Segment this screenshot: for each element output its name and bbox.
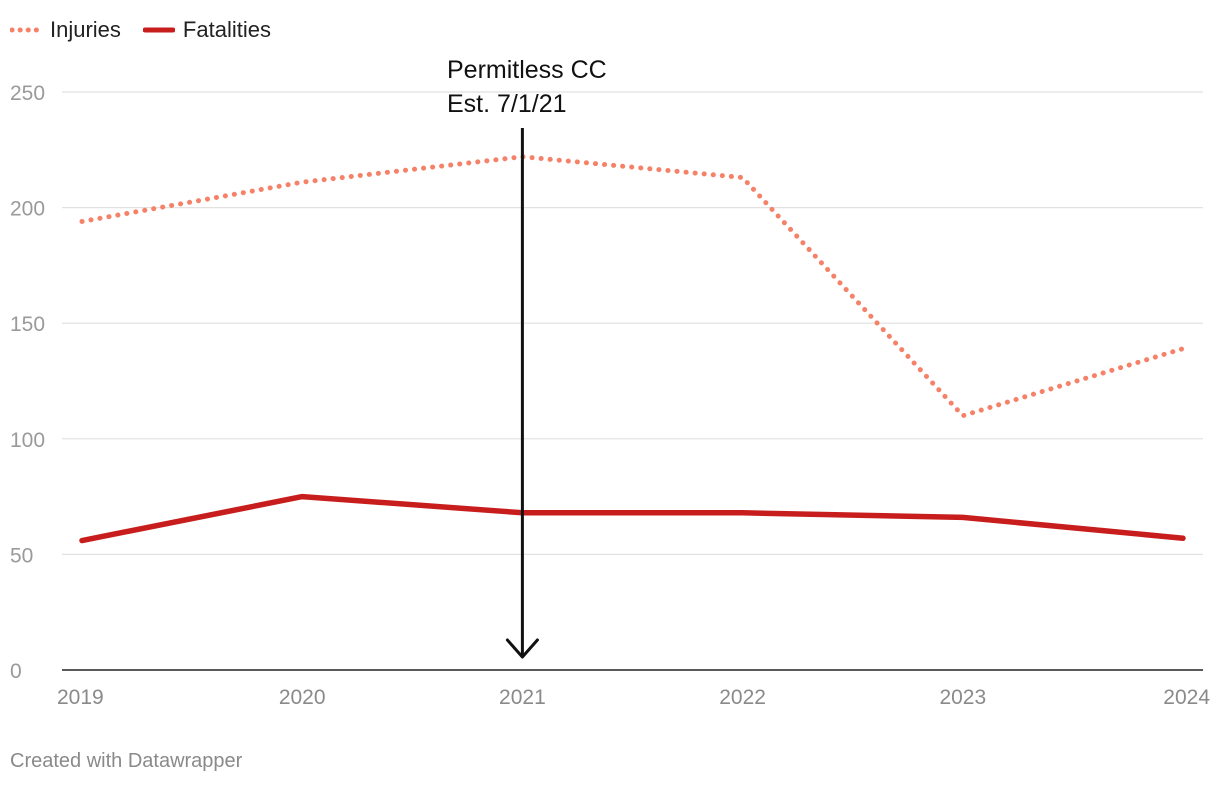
annotation: Permitless CC Est. 7/1/21 xyxy=(447,56,607,659)
legend-item-injuries[interactable]: Injuries xyxy=(10,17,121,43)
y-tick-label: 0 xyxy=(10,660,22,683)
data-point-injuries-2019[interactable] xyxy=(77,216,87,226)
y-axis-ticks: 0 50 100 150 200 250 xyxy=(10,82,45,683)
data-point-fatalities-2023[interactable] xyxy=(958,512,968,522)
annotation-line-2: Est. 7/1/21 xyxy=(447,90,567,118)
x-tick-label: 2021 xyxy=(499,686,546,709)
x-tick-label: 2019 xyxy=(57,686,104,709)
chart-legend: Injuries Fatalities xyxy=(10,14,293,46)
data-point-fatalities-2022[interactable] xyxy=(738,508,748,518)
x-tick-label: 2022 xyxy=(719,686,766,709)
data-series xyxy=(77,154,1188,546)
data-point-fatalities-2019[interactable] xyxy=(77,536,87,546)
legend-swatch-fatalities xyxy=(142,27,175,33)
x-tick-label: 2023 xyxy=(939,686,986,709)
y-tick-label: 250 xyxy=(10,82,45,105)
series-line-fatalities[interactable] xyxy=(79,493,1186,544)
annotation-arrow-head xyxy=(505,638,539,659)
y-tick-label: 50 xyxy=(10,544,33,567)
legend-item-fatalities[interactable]: Fatalities xyxy=(142,17,271,43)
annotation-line-1: Permitless CC xyxy=(447,56,607,84)
legend-label-injuries: Injuries xyxy=(50,17,121,42)
y-tick-label: 150 xyxy=(10,313,45,336)
y-tick-label: 200 xyxy=(10,198,45,221)
credit-text: Created with Datawrapper xyxy=(10,750,243,772)
data-point-fatalities-2024[interactable] xyxy=(1178,533,1188,543)
data-point-fatalities-2020[interactable] xyxy=(297,492,307,502)
data-point-injuries-2024[interactable] xyxy=(1178,344,1188,354)
y-tick-label: 100 xyxy=(10,429,45,452)
x-tick-label: 2020 xyxy=(279,686,326,709)
legend-label-fatalities: Fatalities xyxy=(182,17,271,42)
gridlines xyxy=(62,91,1203,671)
data-point-injuries-2022[interactable] xyxy=(738,173,748,183)
series-line-injuries[interactable] xyxy=(79,154,1186,419)
data-point-injuries-2023[interactable] xyxy=(958,411,968,421)
data-point-injuries-2020[interactable] xyxy=(297,177,307,187)
x-axis-ticks: 2019 2020 2021 2022 2023 2024 xyxy=(57,686,1210,709)
legend-swatch-injuries xyxy=(10,27,42,33)
x-tick-label: 2024 xyxy=(1163,686,1210,709)
